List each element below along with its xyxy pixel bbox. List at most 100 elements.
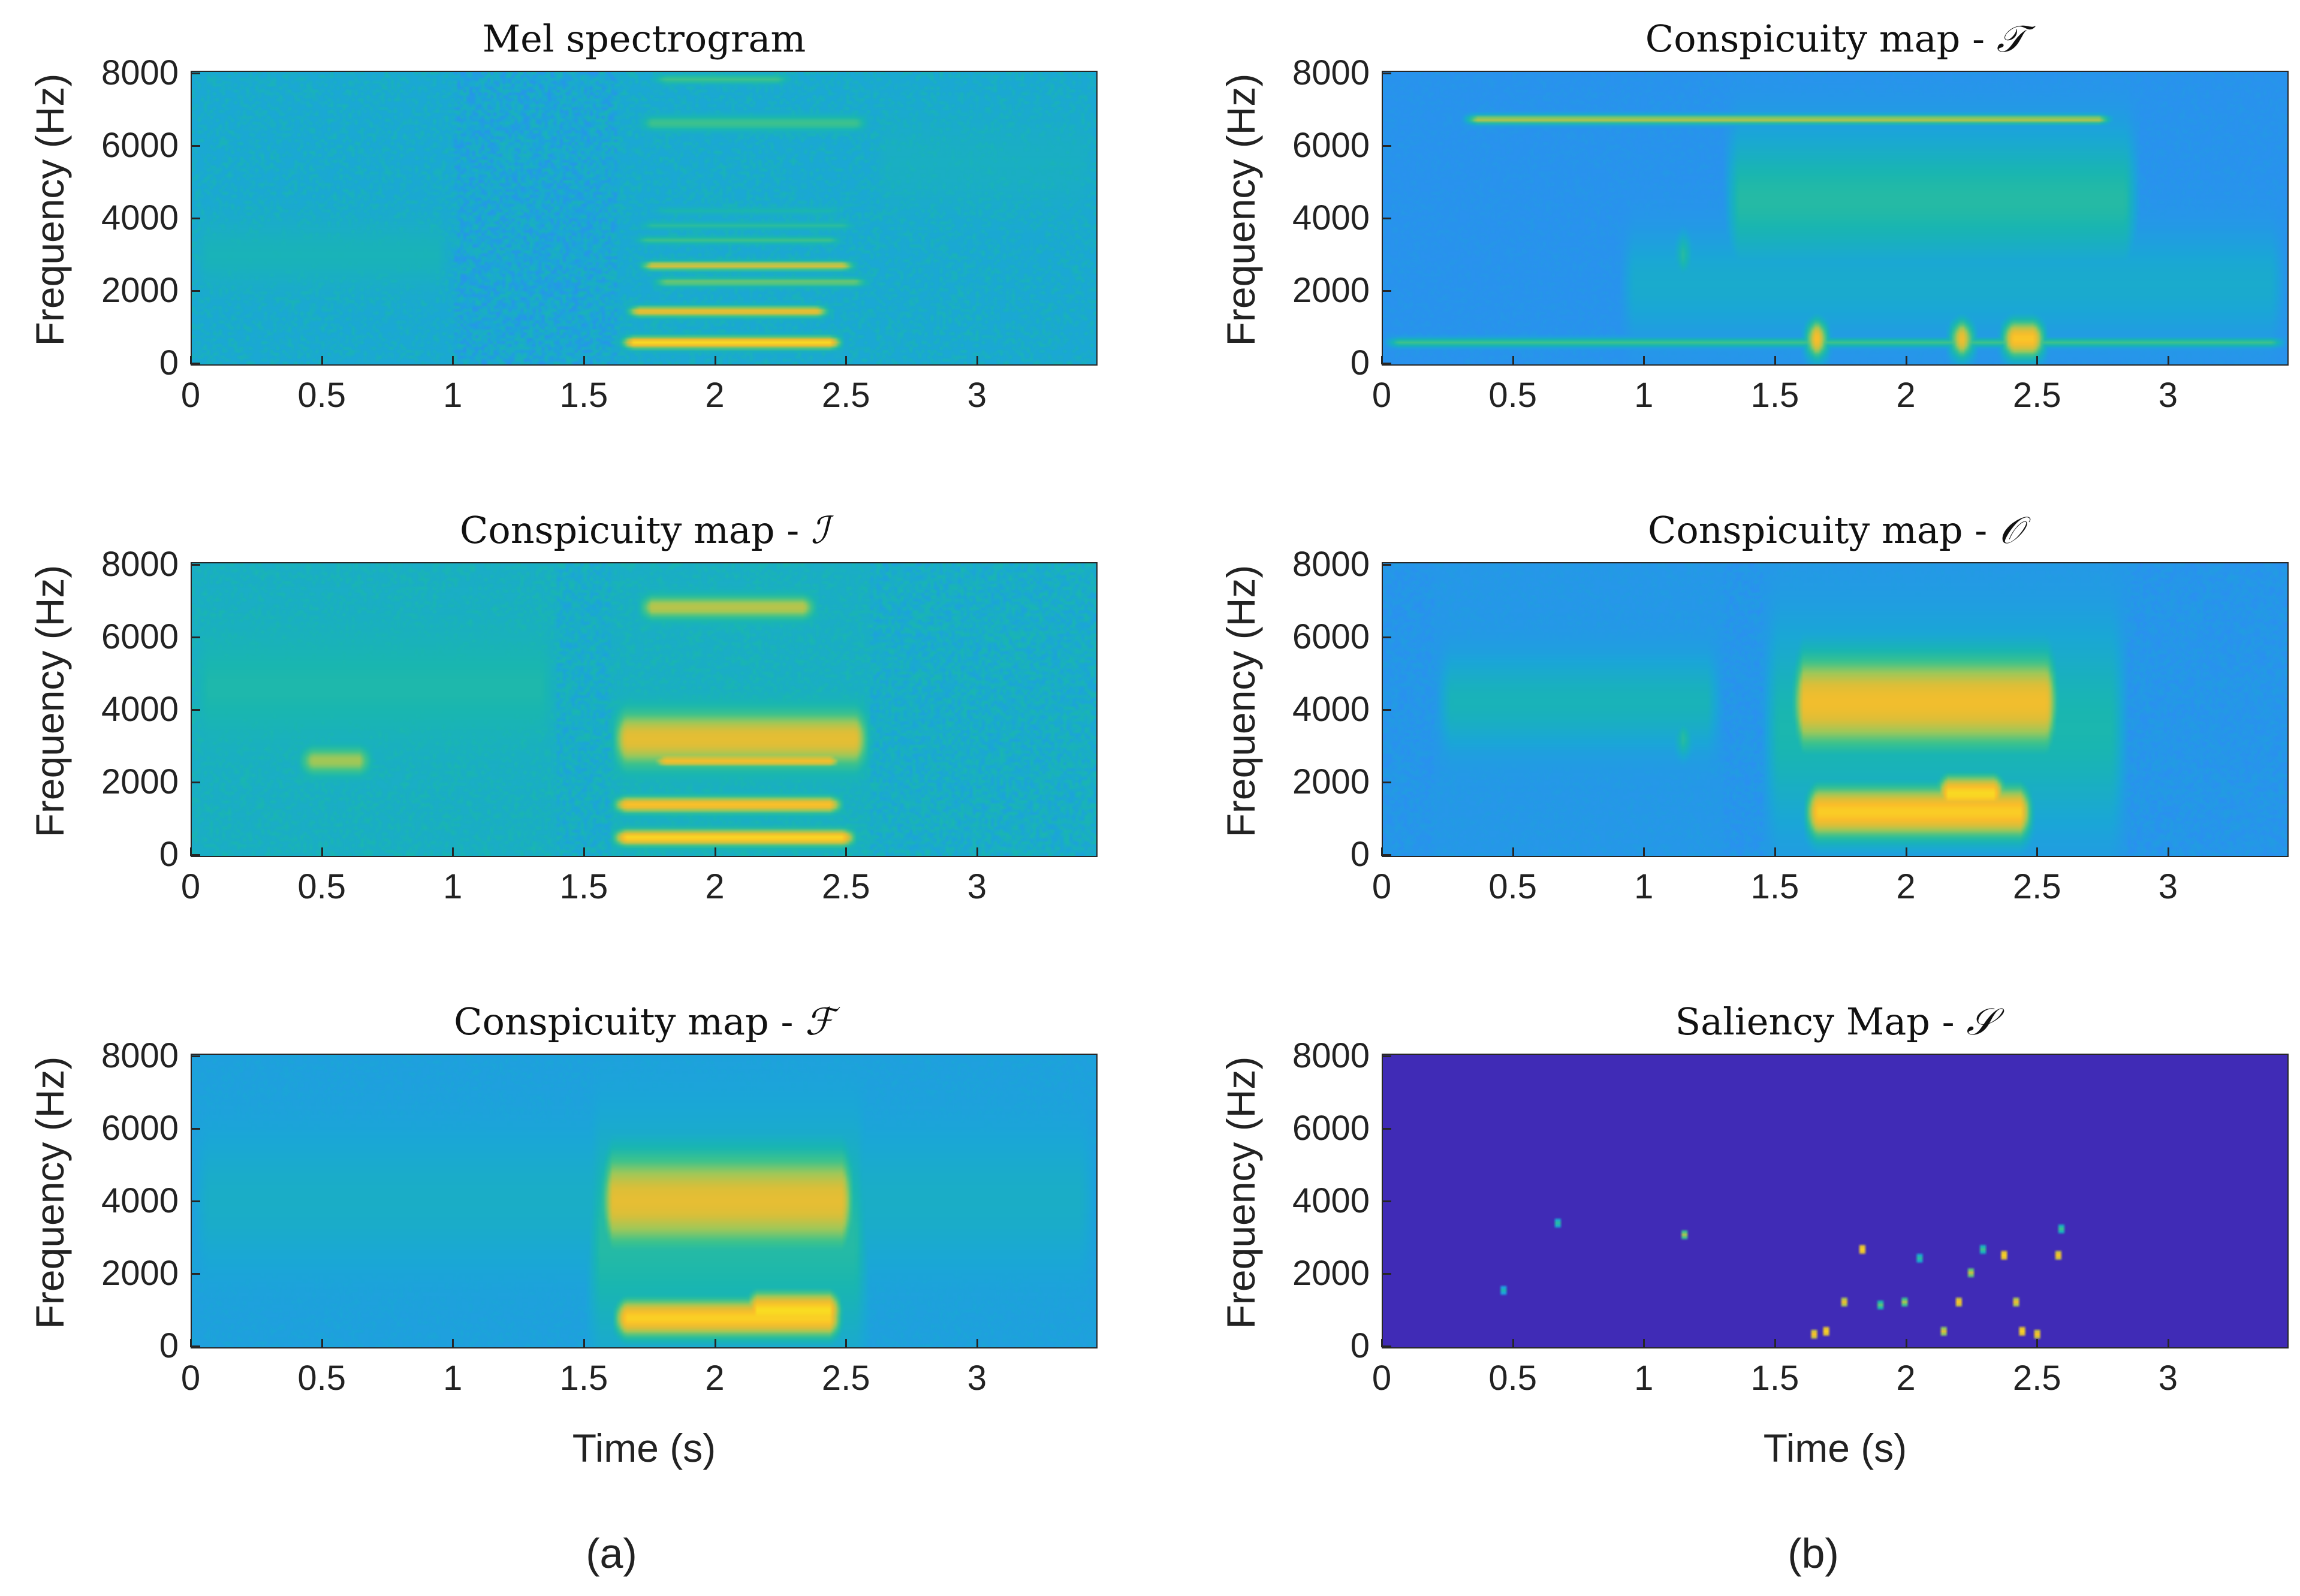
x-tick-mark xyxy=(714,847,716,856)
y-tick-label: 0 xyxy=(159,1326,179,1365)
y-tick-label: 0 xyxy=(1350,1326,1370,1365)
x-tick-mark xyxy=(1512,1339,1514,1347)
y-axis-label: Frequency (Hz) xyxy=(28,1056,72,1329)
x-tick-mark xyxy=(1905,847,1907,856)
y-tick-mark xyxy=(192,1273,200,1275)
y-tick-mark xyxy=(192,782,200,783)
y-tick-mark xyxy=(1383,363,1391,364)
heatmap-image xyxy=(192,72,1096,364)
y-tick-mark xyxy=(192,854,200,856)
chart-title: Conspicuity map - 𝒪 xyxy=(1382,508,2289,553)
y-tick-label: 4000 xyxy=(1292,1181,1370,1220)
x-tick-label: 2 xyxy=(1896,376,1916,415)
y-tick-label: 8000 xyxy=(101,545,179,584)
x-tick-mark xyxy=(1774,356,1776,364)
x-tick-mark xyxy=(190,356,192,364)
chart-title-text: Saliency Map - xyxy=(1675,1000,1967,1043)
x-axis-label: Time (s) xyxy=(572,1426,716,1470)
x-tick-label: 0 xyxy=(180,1359,201,1398)
y-tick-mark xyxy=(1383,709,1391,711)
chart-panel-cm_T: Conspicuity map - 𝒯 Frequency (Hz) 0 2000 40… xyxy=(1219,17,2289,414)
x-tick-label: 2 xyxy=(1896,867,1916,906)
y-tick-label: 0 xyxy=(159,835,179,874)
y-axis-label: Frequency (Hz) xyxy=(1219,73,1263,346)
chart-panel-saliency: Saliency Map - 𝒮 Frequency (Hz) 0 2000 4000 6… xyxy=(1219,1000,2289,1470)
y-axis-label: Frequency (Hz) xyxy=(1219,1056,1263,1329)
x-tick-mark xyxy=(2036,356,2039,364)
x-tick-label: 0.5 xyxy=(1488,867,1537,906)
y-axis-label: Frequency (Hz) xyxy=(28,565,72,838)
chart-title-symbol: 𝒯 xyxy=(1996,17,2025,61)
y-tick-label: 2000 xyxy=(1292,762,1370,801)
chart-title: Conspicuity map - 𝒯 xyxy=(1382,17,2289,61)
x-tick-mark xyxy=(190,1339,192,1347)
caption-a: (a) xyxy=(586,1530,637,1577)
x-tick-label: 0 xyxy=(1371,867,1392,906)
y-tick-label: 2000 xyxy=(101,271,179,310)
chart-title-text: Conspicuity map - xyxy=(459,508,811,552)
chart-title-text: Conspicuity map - xyxy=(1647,508,1999,552)
x-tick-label: 1.5 xyxy=(559,376,608,415)
x-tick-label: 2 xyxy=(705,867,725,906)
x-tick-mark xyxy=(321,847,323,856)
x-tick-mark xyxy=(845,1339,848,1347)
chart-title: Saliency Map - 𝒮 xyxy=(1382,1000,2289,1044)
chart-title-symbol: 𝒮 xyxy=(1966,1000,1995,1043)
x-tick-label: 0.5 xyxy=(297,1359,346,1398)
y-tick-mark xyxy=(192,73,200,74)
x-tick-label: 0.5 xyxy=(297,867,346,906)
chart-panel-cm_I: Conspicuity map - ℐ Frequency (Hz) 0 2000 40… xyxy=(28,508,1098,905)
x-tick-mark xyxy=(452,1339,454,1347)
y-tick-mark xyxy=(192,709,200,711)
heatmap-image xyxy=(192,1055,1096,1347)
chart-title: Mel spectrogram xyxy=(191,17,1098,61)
x-tick-mark xyxy=(1643,356,1645,364)
x-tick-mark xyxy=(714,1339,716,1347)
x-tick-mark xyxy=(583,847,585,856)
chart-title-text: Mel spectrogram xyxy=(482,17,806,61)
chart-title-symbol: ℱ xyxy=(805,1000,834,1043)
y-tick-label: 4000 xyxy=(101,1181,179,1220)
x-tick-mark xyxy=(321,1339,323,1347)
x-tick-label: 0 xyxy=(1371,1359,1392,1398)
y-tick-mark xyxy=(1383,145,1391,147)
y-tick-mark xyxy=(1383,564,1391,566)
x-tick-label: 2.5 xyxy=(821,376,870,415)
y-tick-label: 6000 xyxy=(1292,126,1370,165)
x-tick-mark xyxy=(1381,1339,1383,1347)
x-tick-mark xyxy=(1381,847,1383,856)
x-tick-mark xyxy=(1905,356,1907,364)
x-tick-label: 0 xyxy=(180,376,201,415)
x-tick-label: 3 xyxy=(967,867,987,906)
x-tick-label: 3 xyxy=(967,1359,987,1398)
y-axis-label: Frequency (Hz) xyxy=(1219,565,1263,838)
heatmap-image xyxy=(192,563,1096,856)
x-tick-label: 0 xyxy=(1371,376,1392,415)
y-tick-label: 6000 xyxy=(101,126,179,165)
x-tick-mark xyxy=(2167,1339,2169,1347)
x-tick-label: 1 xyxy=(1634,376,1654,415)
heatmap-image xyxy=(1383,72,2287,364)
y-tick-label: 6000 xyxy=(101,617,179,656)
x-tick-mark xyxy=(583,356,585,364)
y-tick-mark xyxy=(1383,1200,1391,1202)
x-tick-label: 2.5 xyxy=(2012,867,2061,906)
y-tick-label: 2000 xyxy=(101,1254,179,1293)
y-tick-mark xyxy=(192,1128,200,1130)
x-tick-label: 3 xyxy=(967,376,987,415)
x-tick-mark xyxy=(976,1339,978,1347)
x-tick-label: 3 xyxy=(2158,376,2178,415)
y-tick-mark xyxy=(192,1200,200,1202)
y-tick-mark xyxy=(192,1345,200,1347)
x-tick-mark xyxy=(452,847,454,856)
caption-b: (b) xyxy=(1787,1530,1839,1577)
chart-title-text: Conspicuity map - xyxy=(454,1000,806,1043)
y-tick-mark xyxy=(1383,1128,1391,1130)
heatmap-plot-area xyxy=(1382,562,2289,857)
x-tick-label: 2 xyxy=(1896,1359,1916,1398)
y-tick-label: 6000 xyxy=(1292,1109,1370,1148)
x-tick-label: 1 xyxy=(443,867,463,906)
y-tick-mark xyxy=(192,218,200,219)
y-tick-label: 6000 xyxy=(101,1109,179,1148)
chart-panel-cm_O: Conspicuity map - 𝒪 Frequency (Hz) 0 2000 40… xyxy=(1219,508,2289,905)
